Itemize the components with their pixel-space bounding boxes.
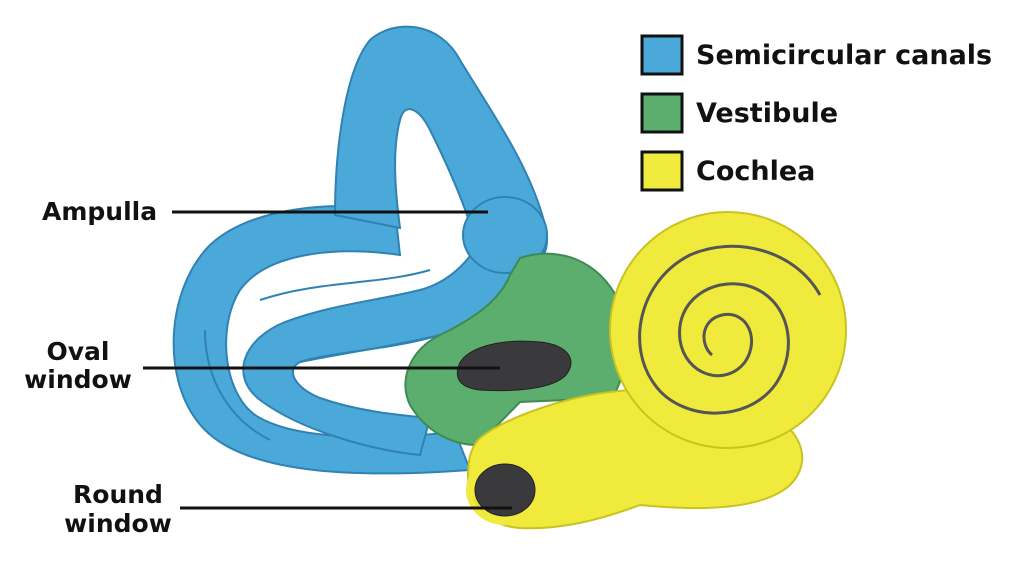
legend-swatch-2 — [640, 150, 684, 192]
annotation-lines — [143, 210, 512, 510]
legend-swatch-1 — [640, 92, 684, 134]
round-window — [474, 463, 536, 517]
cochlea — [466, 211, 847, 530]
legend: Semicircular canals Vestibule Cochlea — [640, 34, 992, 192]
oval-window — [456, 340, 572, 392]
canal-shading — [204, 269, 441, 441]
legend-label-1: Vestibule — [696, 98, 838, 129]
ampulla-label: Ampulla — [42, 197, 157, 226]
legend-label-0: Semicircular canals — [696, 40, 992, 71]
ampulla — [462, 196, 548, 274]
round-window-label-line1: Round — [73, 480, 163, 509]
cochlea-spiral — [638, 244, 822, 415]
oval-window-label-line1: Oval — [47, 337, 110, 366]
oval-window-label-line2: window — [24, 365, 132, 394]
vestibule — [404, 252, 628, 447]
round-window-label-line2: window — [64, 509, 172, 538]
semicircular-canals — [172, 25, 548, 475]
legend-label-2: Cochlea — [696, 156, 815, 187]
legend-swatch-0 — [640, 34, 684, 76]
annotation-labels: Ampulla Oval window Round window — [24, 197, 172, 538]
round-window-rim — [466, 455, 544, 525]
